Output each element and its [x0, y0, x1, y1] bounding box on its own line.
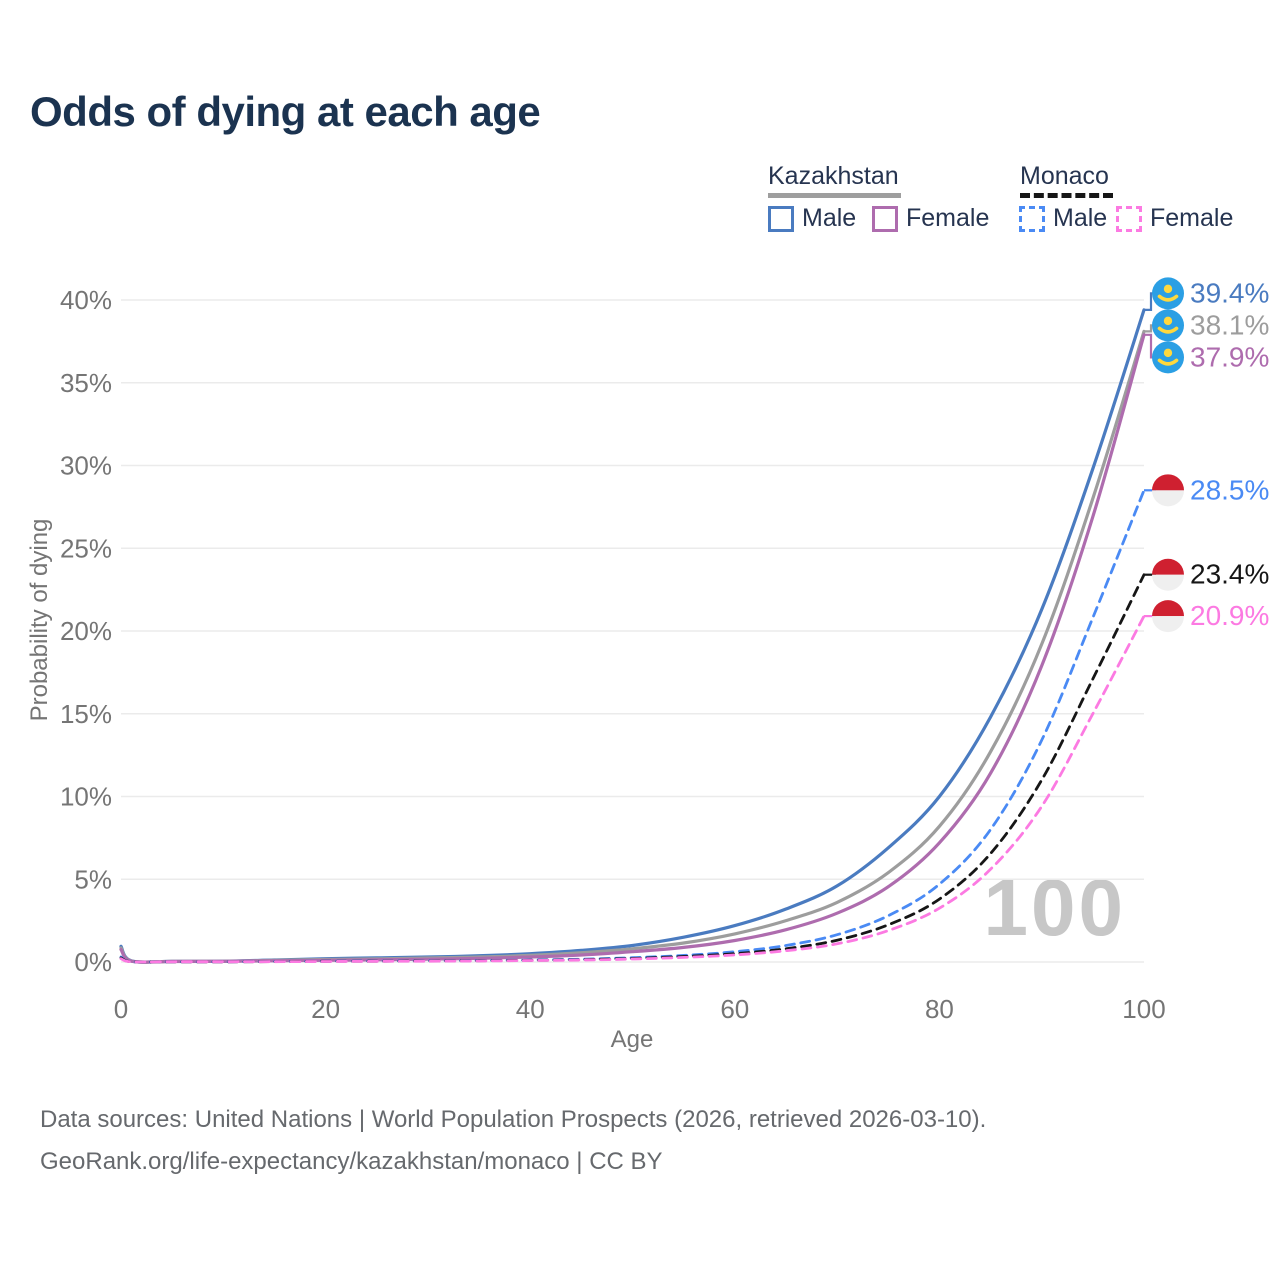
series-line-monaco-female[interactable] — [119, 614, 1146, 964]
x-tick-label: 80 — [925, 994, 954, 1024]
legend-label-monaco-male[interactable]: Male — [1053, 204, 1108, 232]
series-line-monaco-male[interactable] — [119, 488, 1146, 964]
y-tick-label: 30% — [60, 451, 112, 481]
y-tick-label: 0% — [74, 947, 112, 977]
x-tick-label: 60 — [720, 994, 749, 1024]
y-axis-title: Probability of dying — [26, 518, 53, 722]
legend-swatch-kazakhstan-male[interactable] — [768, 206, 794, 232]
legend-label-monaco-female[interactable]: Female — [1150, 204, 1234, 232]
x-tick-label: 40 — [516, 994, 545, 1024]
age-counter-watermark: 100 — [983, 863, 1126, 952]
x-tick-label: 100 — [1122, 994, 1165, 1024]
x-axis-title: Age — [610, 1026, 654, 1053]
end-value-label: 20.9% — [1190, 600, 1269, 631]
end-value-label: 38.1% — [1190, 309, 1269, 340]
series-line-kazakhstan-male[interactable] — [119, 308, 1146, 964]
x-tick-label: 0 — [114, 994, 128, 1024]
data-sources-line: Data sources: United Nations | World Pop… — [40, 1106, 987, 1133]
legend-group-monaco[interactable]: Monaco — [1020, 162, 1109, 190]
y-tick-label: 20% — [60, 616, 112, 646]
end-value-label: 23.4% — [1190, 559, 1269, 590]
legend-group-kazakhstan[interactable]: Kazakhstan — [768, 162, 899, 190]
end-value-label: 28.5% — [1190, 474, 1269, 505]
legend-swatch-monaco-male[interactable] — [1019, 206, 1045, 232]
end-value-label: 37.9% — [1190, 341, 1269, 372]
series-line-monaco-both-sexes[interactable] — [119, 573, 1146, 964]
legend-swatch-kazakhstan-female[interactable] — [872, 206, 898, 232]
flag-monaco-icon — [1152, 558, 1184, 591]
y-tick-label: 25% — [60, 533, 112, 563]
y-tick-label: 5% — [74, 864, 112, 894]
y-tick-label: 35% — [60, 368, 112, 398]
legend-swatch-monaco-female[interactable] — [1116, 206, 1142, 232]
end-value-label: 39.4% — [1190, 277, 1269, 308]
flag-monaco-icon — [1152, 474, 1184, 507]
legend-label-kazakhstan-male[interactable]: Male — [802, 204, 857, 232]
y-tick-label: 15% — [60, 699, 112, 729]
legend-underline-monaco — [1020, 193, 1113, 198]
flag-kazakhstan-icon — [1152, 277, 1184, 310]
flag-monaco-icon — [1152, 600, 1184, 633]
legend-label-kazakhstan-female[interactable]: Female — [906, 204, 990, 232]
y-tick-label: 10% — [60, 782, 112, 812]
flag-kazakhstan-icon — [1152, 341, 1184, 374]
y-tick-label: 40% — [60, 285, 112, 315]
flag-kazakhstan-icon — [1152, 309, 1184, 342]
page-title: Odds of dying at each age — [30, 88, 541, 135]
legend-underline-kazakhstan — [768, 193, 901, 198]
x-tick-label: 20 — [311, 994, 340, 1024]
attribution-line: GeoRank.org/life-expectancy/kazakhstan/m… — [40, 1148, 663, 1175]
